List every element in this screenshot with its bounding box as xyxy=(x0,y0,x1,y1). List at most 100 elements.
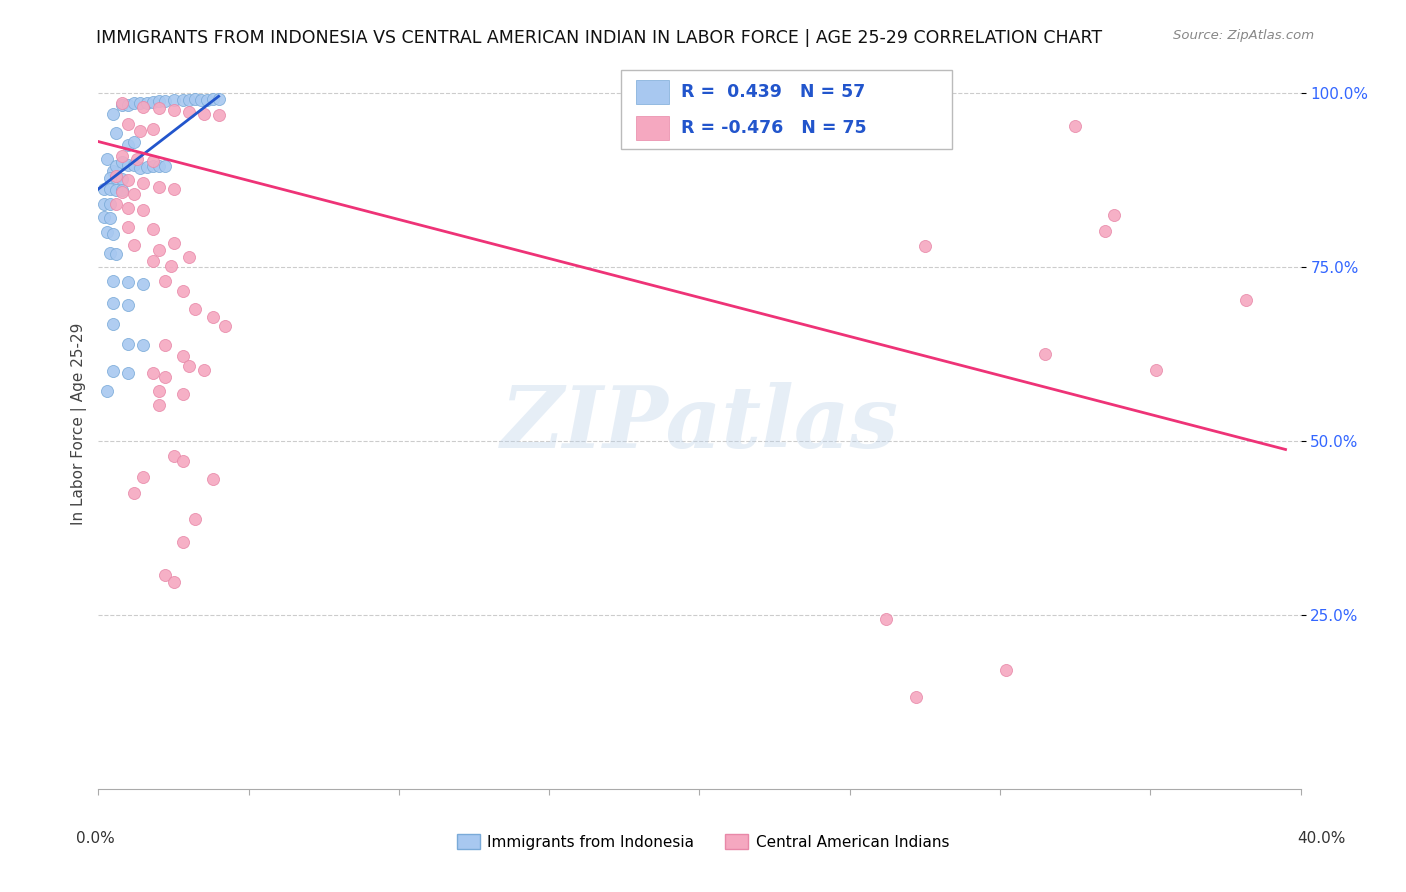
Point xyxy=(103,106,125,120)
Point xyxy=(148,243,170,257)
Point xyxy=(129,124,152,138)
FancyBboxPatch shape xyxy=(636,80,669,103)
Point xyxy=(124,237,146,252)
Text: 0.0%: 0.0% xyxy=(76,831,115,846)
Point xyxy=(127,152,149,166)
Point xyxy=(124,135,146,149)
Point xyxy=(153,274,176,288)
Point xyxy=(193,363,215,377)
Point xyxy=(148,179,170,194)
Point xyxy=(904,84,927,98)
Point xyxy=(875,612,897,626)
Point xyxy=(201,310,224,325)
Point xyxy=(153,338,176,352)
Point xyxy=(100,211,122,226)
Point xyxy=(153,370,176,384)
Point xyxy=(141,159,163,173)
Point xyxy=(93,197,115,211)
Point xyxy=(141,154,163,169)
Point xyxy=(132,338,155,352)
Point xyxy=(162,450,184,464)
Point xyxy=(172,94,194,108)
Point xyxy=(190,93,212,107)
Point xyxy=(148,94,170,108)
Point xyxy=(96,152,118,166)
Point xyxy=(193,106,215,120)
Point xyxy=(141,221,163,235)
Text: 40.0%: 40.0% xyxy=(1298,831,1346,846)
Point xyxy=(105,126,128,140)
Point xyxy=(93,210,115,224)
Point xyxy=(117,158,139,172)
Point xyxy=(105,197,128,211)
Point xyxy=(208,92,231,106)
Point xyxy=(117,138,139,153)
Point xyxy=(100,182,122,196)
Point xyxy=(132,202,155,217)
Point xyxy=(96,384,118,398)
Point xyxy=(124,186,146,201)
Point xyxy=(162,103,184,118)
Point xyxy=(117,201,139,215)
Point xyxy=(153,159,176,173)
Point xyxy=(124,96,146,111)
Point xyxy=(93,182,115,196)
Point xyxy=(105,247,128,261)
Point xyxy=(162,235,184,250)
Point xyxy=(172,453,194,467)
Point xyxy=(177,105,200,120)
Point xyxy=(111,183,134,197)
Point xyxy=(148,159,170,173)
Point xyxy=(148,384,170,398)
Point xyxy=(141,122,163,136)
Legend: Immigrants from Indonesia, Central American Indians: Immigrants from Indonesia, Central Ameri… xyxy=(451,828,955,855)
Point xyxy=(1033,347,1056,361)
Point xyxy=(124,158,146,172)
Point xyxy=(105,159,128,173)
Text: R = -0.476   N = 75: R = -0.476 N = 75 xyxy=(682,119,868,137)
Point xyxy=(117,298,139,312)
Point xyxy=(124,486,146,500)
Point xyxy=(103,364,125,378)
Point xyxy=(1102,208,1125,222)
Point xyxy=(172,386,194,401)
Point xyxy=(148,398,170,412)
Point xyxy=(1094,224,1116,238)
Point xyxy=(201,472,224,486)
Point xyxy=(105,170,128,185)
Point xyxy=(177,359,200,373)
Point xyxy=(141,254,163,268)
Point xyxy=(183,92,205,106)
Point xyxy=(177,250,200,264)
Point xyxy=(103,296,125,310)
Point xyxy=(159,259,181,273)
Point xyxy=(117,336,139,351)
Point xyxy=(141,366,163,380)
Point xyxy=(153,567,176,582)
Point xyxy=(135,160,157,174)
Point xyxy=(111,185,134,199)
Text: R =  0.439   N = 57: R = 0.439 N = 57 xyxy=(682,83,866,101)
Point xyxy=(177,93,200,107)
Point xyxy=(914,239,936,253)
Point xyxy=(132,470,155,484)
Point xyxy=(129,161,152,175)
Point xyxy=(162,574,184,589)
Point xyxy=(183,512,205,526)
Point xyxy=(132,100,155,114)
Point xyxy=(201,92,224,106)
Point xyxy=(117,117,139,131)
Point xyxy=(111,98,134,112)
Point xyxy=(100,170,122,185)
Point xyxy=(148,101,170,115)
Point xyxy=(162,182,184,196)
Point xyxy=(141,95,163,109)
Point xyxy=(103,274,125,288)
Point xyxy=(132,177,155,191)
Point xyxy=(117,219,139,234)
Point xyxy=(208,108,231,122)
Point xyxy=(995,663,1018,677)
Point xyxy=(162,93,184,107)
Text: IMMIGRANTS FROM INDONESIA VS CENTRAL AMERICAN INDIAN IN LABOR FORCE | AGE 25-29 : IMMIGRANTS FROM INDONESIA VS CENTRAL AME… xyxy=(96,29,1102,46)
Point xyxy=(103,227,125,241)
